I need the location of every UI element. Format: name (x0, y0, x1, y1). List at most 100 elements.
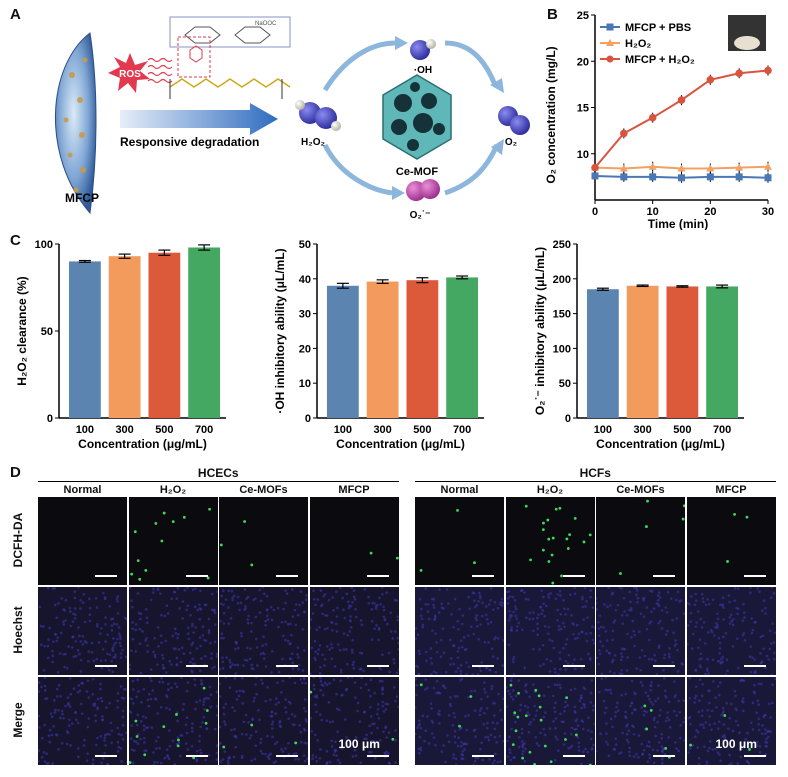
c-xlabel: Concentration (μg/mL) (336, 437, 465, 451)
b-point (591, 172, 599, 180)
c-ytick: 30 (299, 309, 311, 321)
chem-naooc: NaOOC (255, 21, 277, 27)
c-xtick: 100 (334, 424, 352, 436)
d-column-header: H₂O₂ (536, 484, 564, 496)
b-point (735, 173, 743, 181)
c-bar (188, 247, 221, 418)
d-micrograph (505, 677, 595, 765)
d-row-header: DCFH-DA (11, 512, 25, 568)
d-micrograph (38, 677, 127, 765)
c-bar (326, 285, 359, 418)
panel-label-b: B (547, 6, 558, 23)
b-xtick: 10 (647, 206, 659, 218)
b-point (619, 164, 628, 172)
d-column-header: Ce-MOFs (616, 484, 665, 496)
b-point (648, 113, 657, 122)
c-bar (446, 277, 479, 418)
c-bar (586, 289, 619, 418)
ros-label: ROS (119, 69, 141, 80)
o2-label: O₂ (505, 137, 517, 148)
c-xlabel: Concentration (μg/mL) (78, 437, 207, 451)
h2o2-label: H₂O₂ (301, 137, 325, 148)
panel-label-a: A (10, 6, 21, 23)
oh-label: ·OH (414, 65, 432, 76)
d-micrograph (309, 587, 399, 675)
d-column-header: MFCP (338, 484, 370, 496)
d-scale-label: 100 μm (715, 737, 757, 751)
b-xlabel: Time (min) (648, 217, 708, 230)
mfcp-label: MFCP (65, 191, 99, 205)
ros-burst-icon (108, 53, 150, 93)
ce-mof-label: Ce-MOF (396, 166, 438, 178)
responsive-label: Responsive degradation (120, 135, 259, 149)
b-legend-label: MFCP + PBS (625, 22, 691, 34)
o2-radical-molecule (406, 179, 440, 201)
c-ytick: 40 (299, 274, 311, 286)
d-micrograph (596, 677, 685, 765)
c-xtick: 500 (155, 424, 173, 436)
c-ytick: 50 (559, 378, 571, 390)
c-ylabel: H₂O₂ clearance (%) (15, 276, 29, 385)
schematic-diagram: ROS NaOOC Responsive degradation MFCP (54, 16, 530, 221)
b-point (677, 164, 686, 172)
d-micrograph (128, 677, 218, 765)
contact-lens-image (54, 32, 97, 215)
c-ytick: 10 (299, 378, 311, 390)
c-ylabel: O₂˙⁻ inhibitory ability (μL/mL) (533, 247, 547, 415)
c-bar (366, 281, 399, 418)
c-chart-2: 0 50 100 150 200 250 100 300 500 700Concentration… (533, 239, 744, 451)
b-point (677, 96, 686, 104)
b-point (620, 129, 628, 138)
h2o2-molecule (295, 100, 341, 131)
c-ytick: 150 (553, 309, 571, 321)
c-ytick: 100 (553, 343, 571, 355)
d-micrograph (38, 497, 127, 585)
d-column-header: MFCP (715, 484, 747, 496)
b-ytick: 15 (577, 103, 589, 115)
c-xtick: 700 (713, 424, 731, 436)
c-bar (706, 286, 739, 418)
c-bar (68, 261, 101, 418)
b-point (735, 163, 744, 171)
microscopy-panel: HCECs Normal H₂O₂ Ce-MOFs MFCP 100 μm HCFs Norm… (0, 460, 788, 777)
b-point (764, 174, 772, 182)
b-point (591, 163, 599, 172)
c-ylabel: ·OH inhibitory ability (μL/mL) (273, 248, 287, 413)
d-micrograph (505, 497, 595, 585)
d-micrograph (309, 677, 399, 765)
b-legend-label: MFCP + H₂O₂ (625, 54, 695, 66)
c-xtick: 100 (76, 424, 94, 436)
c-bar (626, 285, 659, 418)
d-column-header: Normal (63, 484, 102, 496)
d-micrograph (38, 587, 127, 675)
c-xtick: 300 (115, 424, 133, 436)
c-ytick: 50 (299, 239, 311, 251)
c-bar (406, 280, 439, 418)
d-micrograph (309, 497, 399, 585)
d-micrograph (128, 497, 218, 585)
c-bar (666, 286, 699, 418)
b-point (678, 174, 685, 182)
c-bar (148, 252, 181, 418)
panel-label-d: D (10, 464, 21, 481)
d-column-header: H₂O₂ (159, 484, 187, 496)
d-scale-label: 100 μm (338, 737, 380, 751)
b-point (735, 69, 743, 78)
d-micrograph (686, 497, 776, 585)
d-micrograph (596, 497, 685, 585)
b-ytick: 25 (577, 10, 589, 22)
b-point (706, 173, 714, 181)
c-xlabel: Concentration (μg/mL) (596, 437, 725, 451)
c-ytick: 50 (41, 326, 53, 338)
b-point (649, 173, 657, 181)
d-column-header: Normal (440, 484, 479, 496)
b-point (620, 173, 628, 181)
c-bar (108, 256, 141, 418)
c-ytick: 0 (47, 413, 53, 425)
b-xtick: 0 (592, 206, 598, 218)
o2-radical-label: O₂˙⁻ (410, 210, 431, 221)
cycle-arrows (322, 40, 500, 196)
d-micrograph (415, 677, 504, 765)
